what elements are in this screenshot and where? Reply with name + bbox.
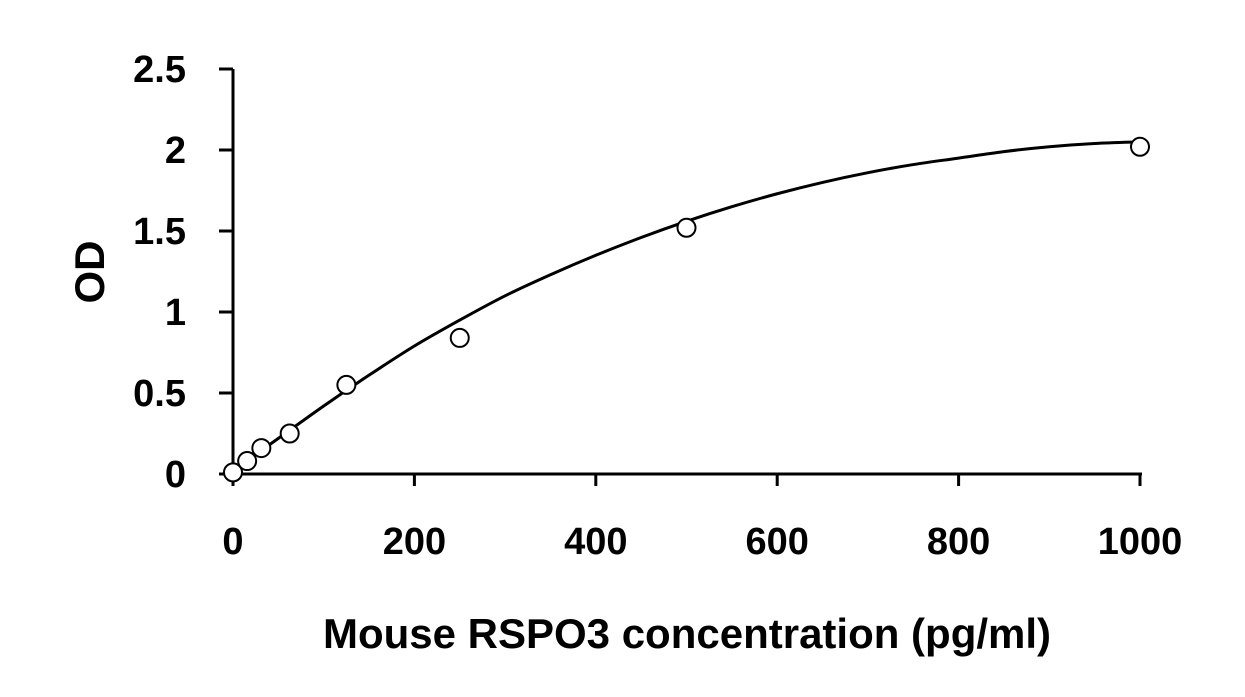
x-tick-label: 600 <box>745 521 808 563</box>
y-tick-label: 2.5 <box>133 49 186 91</box>
y-tick-label: 0.5 <box>133 373 186 415</box>
data-point <box>279 423 300 444</box>
x-axis-title: Mouse RSPO3 concentration (pg/ml) <box>323 610 1051 657</box>
data-point <box>449 327 470 348</box>
data-point <box>336 374 357 395</box>
x-axis-ticks: 0 200 400 600 800 1000 <box>222 474 1182 563</box>
y-tick-label: 1 <box>165 292 186 334</box>
data-point <box>1130 136 1150 157</box>
x-tick-label: 0 <box>222 521 243 563</box>
y-tick-label: 1.5 <box>133 211 186 253</box>
axes <box>219 69 1142 476</box>
x-tick-label: 200 <box>383 521 446 563</box>
y-axis-title: OD <box>66 241 113 304</box>
y-tick-label: 2 <box>165 130 186 172</box>
data-points <box>223 136 1150 483</box>
data-point <box>223 462 243 483</box>
data-point <box>237 451 258 472</box>
x-tick-label: 800 <box>927 521 990 563</box>
y-axis-ticks: 0 0.5 1 1.5 2 2.5 <box>133 49 233 496</box>
data-point <box>676 217 697 238</box>
x-tick-label: 1000 <box>1098 521 1183 563</box>
y-tick-label: 0 <box>165 454 186 496</box>
x-tick-label: 400 <box>564 521 627 563</box>
fit-curve-line <box>232 140 1141 472</box>
data-point <box>251 438 272 459</box>
